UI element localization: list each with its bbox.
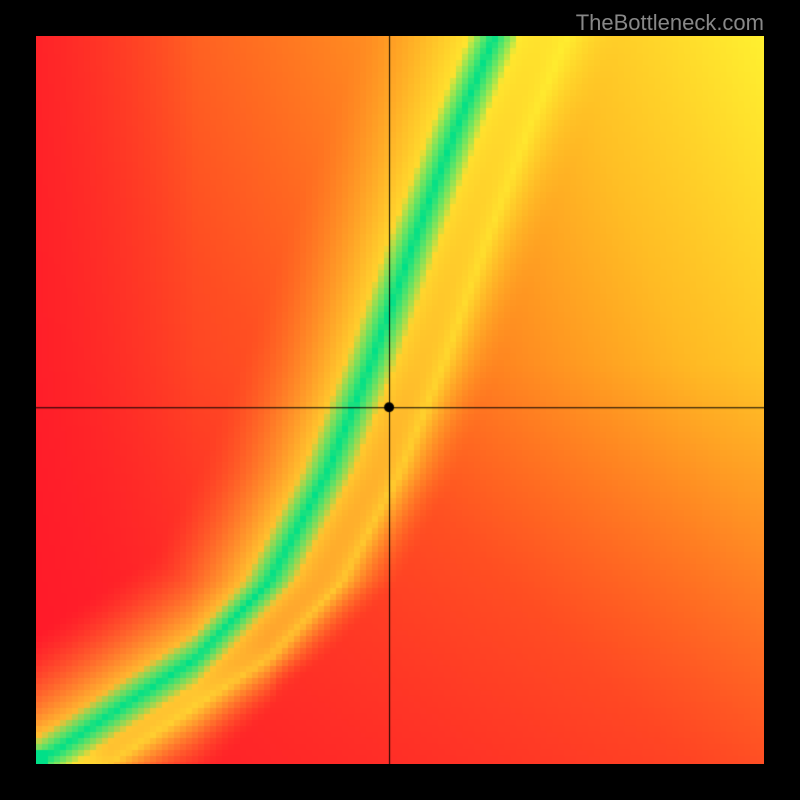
heatmap-canvas xyxy=(36,36,764,764)
watermark-text: TheBottleneck.com xyxy=(576,10,764,36)
heatmap-chart xyxy=(36,36,764,764)
